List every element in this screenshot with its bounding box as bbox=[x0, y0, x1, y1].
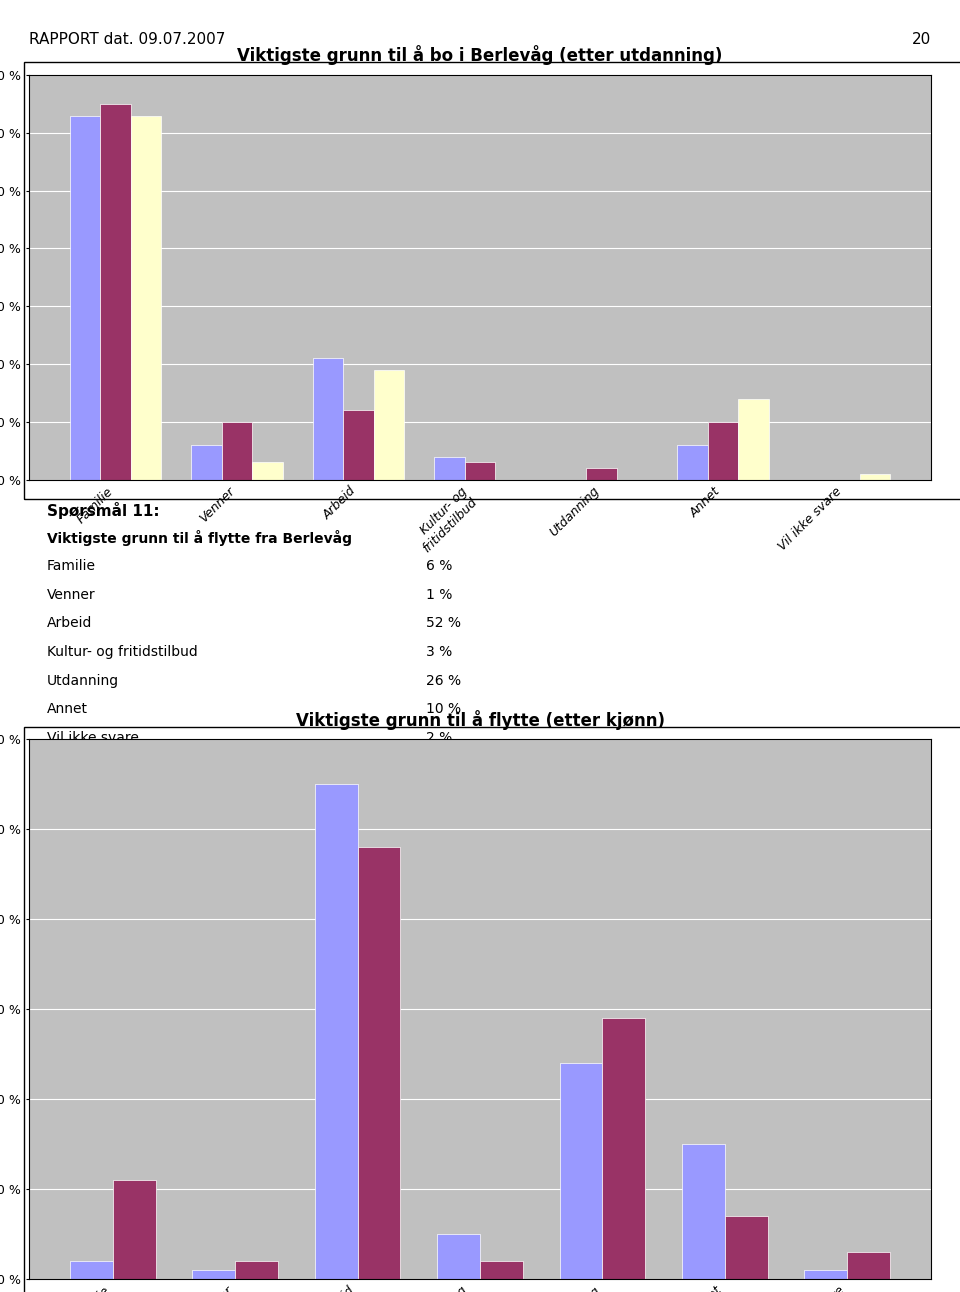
Text: 26 %: 26 % bbox=[426, 674, 461, 687]
Bar bbox=[344, 411, 373, 479]
Bar bbox=[373, 370, 404, 479]
Bar bbox=[191, 444, 222, 479]
Bar bbox=[860, 474, 890, 479]
Text: Arbeid: Arbeid bbox=[47, 616, 92, 630]
Text: Familie: Familie bbox=[47, 559, 96, 574]
Bar bbox=[70, 115, 100, 479]
Text: Spørsmål 11:: Spørsmål 11: bbox=[47, 501, 159, 519]
Bar bbox=[804, 1270, 848, 1279]
Text: 2 %: 2 % bbox=[426, 731, 452, 745]
Bar bbox=[682, 1145, 725, 1279]
Bar bbox=[313, 358, 344, 479]
Bar bbox=[848, 1252, 890, 1279]
Bar bbox=[738, 399, 769, 479]
Text: 52 %: 52 % bbox=[426, 616, 461, 630]
Bar bbox=[603, 1018, 645, 1279]
Bar bbox=[725, 1216, 768, 1279]
Text: Utdanning: Utdanning bbox=[47, 674, 119, 687]
Text: 1 %: 1 % bbox=[426, 588, 452, 602]
Bar bbox=[192, 1270, 235, 1279]
Bar bbox=[357, 848, 400, 1279]
Text: Venner: Venner bbox=[47, 588, 95, 602]
Bar bbox=[131, 115, 161, 479]
Text: Viktigste grunn til å flytte fra Berlevåg: Viktigste grunn til å flytte fra Berlevå… bbox=[47, 531, 352, 547]
Bar bbox=[560, 1063, 603, 1279]
Text: Annet: Annet bbox=[47, 703, 88, 717]
Bar bbox=[100, 103, 131, 479]
Text: 6 %: 6 % bbox=[426, 559, 452, 574]
Text: RAPPORT dat. 09.07.2007: RAPPORT dat. 09.07.2007 bbox=[29, 32, 226, 47]
Bar bbox=[708, 422, 738, 479]
Bar bbox=[435, 456, 465, 479]
Text: Kultur- og fritidstilbud: Kultur- og fritidstilbud bbox=[47, 645, 198, 659]
Bar bbox=[437, 1234, 480, 1279]
Bar bbox=[222, 422, 252, 479]
Text: Vil ikke svare: Vil ikke svare bbox=[47, 731, 139, 745]
Bar bbox=[112, 1180, 156, 1279]
Bar bbox=[480, 1261, 523, 1279]
Text: 10 %: 10 % bbox=[426, 703, 461, 717]
Bar bbox=[315, 784, 357, 1279]
Bar bbox=[587, 468, 616, 479]
Bar bbox=[70, 1261, 112, 1279]
Text: 3 %: 3 % bbox=[426, 645, 452, 659]
Text: 20: 20 bbox=[912, 32, 931, 47]
Bar bbox=[465, 463, 495, 479]
Title: Viktigste grunn til å bo i Berlevåg (etter utdanning): Viktigste grunn til å bo i Berlevåg (ett… bbox=[237, 45, 723, 65]
Title: Viktigste grunn til å flytte (etter kjønn): Viktigste grunn til å flytte (etter kjøn… bbox=[296, 709, 664, 730]
Bar bbox=[678, 444, 708, 479]
Bar bbox=[252, 463, 282, 479]
Bar bbox=[235, 1261, 278, 1279]
